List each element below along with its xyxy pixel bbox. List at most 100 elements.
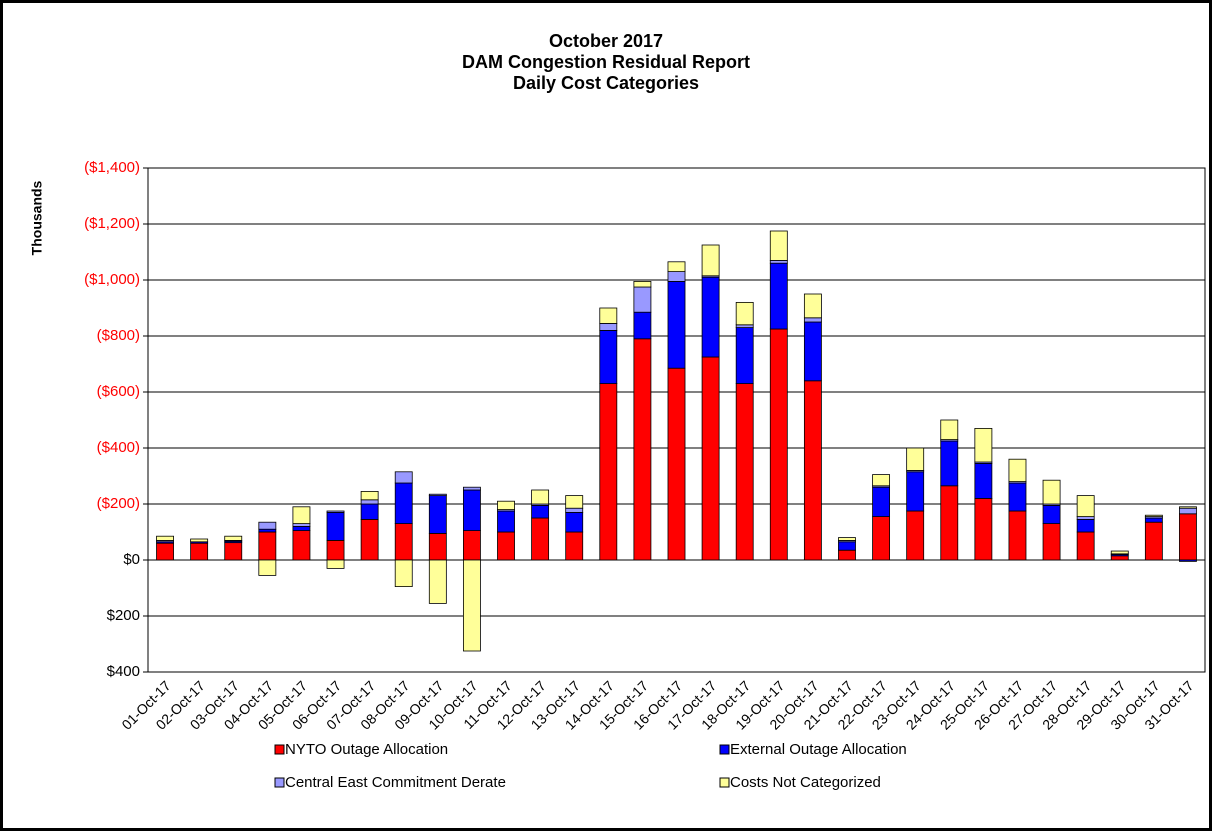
bar-segment (224, 535, 243, 541)
bar-segment (1076, 531, 1095, 561)
bar-segment (565, 507, 584, 513)
bar-segment (1179, 559, 1197, 562)
bar-segment (940, 440, 959, 487)
bar-segment (326, 510, 345, 513)
bar-segment (633, 338, 652, 561)
bar-segment (156, 542, 174, 561)
bar-segment (258, 559, 277, 576)
bar-segment (667, 261, 686, 272)
bar-segment (838, 537, 856, 541)
bar-segment (1076, 516, 1095, 520)
y-tick-label: ($400) (97, 439, 140, 456)
chart-title: Daily Cost Categories (513, 73, 699, 93)
y-tick-label: $400 (107, 663, 140, 680)
bar-segment (1179, 506, 1197, 509)
bar-segment (769, 230, 788, 261)
bar-segment (360, 499, 379, 505)
y-tick-label: ($800) (97, 327, 140, 344)
bar-segment (1179, 507, 1197, 515)
bar-segment (974, 497, 993, 561)
bar-segment (701, 244, 720, 277)
bar-segment (360, 519, 379, 561)
bar-segment (497, 510, 515, 533)
y-tick-label: $200 (107, 607, 140, 624)
bar-segment (565, 495, 584, 509)
bar-segment (838, 541, 856, 551)
bar-segment (1179, 513, 1197, 561)
legend-label: Costs Not Categorized (730, 774, 881, 791)
y-axis-label: Thousands (29, 180, 45, 255)
bar-segment (531, 517, 550, 561)
bar-segment (1042, 504, 1061, 524)
bar-segment (565, 512, 584, 533)
bar-segment (224, 542, 243, 561)
bar-segment (599, 329, 618, 384)
bar-segment (1110, 555, 1129, 561)
bar-segment (906, 471, 925, 512)
bar-segment (462, 486, 481, 491)
bar-segment (872, 474, 891, 487)
bar-segment (1008, 482, 1027, 512)
legend-swatch (719, 744, 730, 755)
bar-segment (599, 383, 618, 561)
y-tick-label: ($1,200) (84, 215, 140, 232)
bar-segment (394, 482, 413, 524)
y-tick-label: $0 (123, 551, 140, 568)
bar-segment (803, 321, 822, 382)
bar-segment (872, 516, 891, 561)
bar-segment (394, 559, 413, 588)
bar-segment (1110, 550, 1129, 555)
bar-segment (633, 280, 652, 288)
bar-segment (906, 447, 925, 471)
bar-segment (497, 500, 515, 511)
bar-segment (326, 559, 345, 569)
bar-segment (838, 549, 856, 561)
bar-segment (701, 356, 720, 561)
bar-segment (872, 486, 891, 518)
bar-segment (633, 311, 652, 340)
bar-segment (1144, 517, 1163, 523)
bar-segment (940, 419, 959, 441)
bar-segment (974, 427, 993, 463)
bar-segment (258, 521, 277, 530)
bar-segment (769, 328, 788, 561)
bar-segment (1042, 479, 1061, 505)
bar-segment (667, 367, 686, 561)
bar-segment (1144, 514, 1163, 518)
bar-segment (599, 322, 618, 331)
bar-segment (360, 503, 379, 520)
chart-title: DAM Congestion Residual Report (462, 52, 750, 72)
plot-area (147, 167, 1206, 673)
bar-segment (1008, 510, 1027, 561)
bar-segment (292, 526, 311, 532)
bar-segment (906, 510, 925, 561)
bar-segment (258, 531, 277, 561)
bar-segment (769, 262, 788, 330)
legend-swatch (719, 777, 730, 788)
bar-segment (667, 280, 686, 369)
bar-segment (599, 307, 618, 324)
bar-segment (940, 485, 959, 561)
bar-segment (292, 530, 311, 561)
y-tick-label: ($1,000) (84, 271, 140, 288)
bar-segment (531, 504, 550, 519)
bar-segment (1076, 495, 1095, 518)
bar-segment (292, 506, 311, 524)
bar-segment (735, 301, 754, 326)
legend-swatch (274, 777, 285, 788)
bar-segment (735, 383, 754, 561)
bar-segment (462, 559, 481, 652)
bar-segment (326, 512, 345, 541)
legend-label: Central East Commitment Derate (285, 774, 506, 791)
bar-segment (428, 495, 447, 534)
y-tick-label: ($1,400) (84, 159, 140, 176)
bar-segment (1042, 523, 1061, 561)
bar-segment (292, 523, 311, 527)
bar-segment (428, 493, 447, 497)
bar-segment (565, 531, 584, 561)
bar-segment (428, 533, 447, 561)
bar-segment (497, 531, 515, 561)
bar-segment (462, 489, 481, 531)
